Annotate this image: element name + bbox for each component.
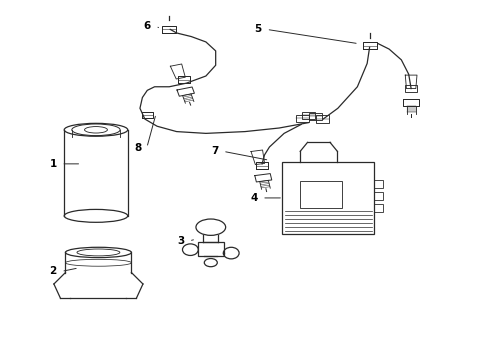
- Bar: [374, 180, 383, 188]
- Bar: [300, 181, 342, 208]
- Bar: [374, 204, 383, 212]
- Text: 6: 6: [144, 21, 151, 31]
- Text: 5: 5: [255, 24, 262, 35]
- Bar: [316, 116, 329, 123]
- Bar: [198, 242, 224, 256]
- Text: 1: 1: [49, 159, 57, 169]
- Bar: [374, 192, 383, 200]
- Text: 7: 7: [211, 146, 219, 156]
- Bar: [405, 85, 417, 92]
- Bar: [296, 115, 309, 122]
- Bar: [310, 113, 322, 120]
- Text: 2: 2: [49, 266, 57, 276]
- Bar: [282, 162, 374, 234]
- Bar: [302, 112, 315, 119]
- Text: 3: 3: [177, 236, 184, 246]
- Text: 8: 8: [135, 143, 142, 153]
- Text: 4: 4: [250, 193, 257, 203]
